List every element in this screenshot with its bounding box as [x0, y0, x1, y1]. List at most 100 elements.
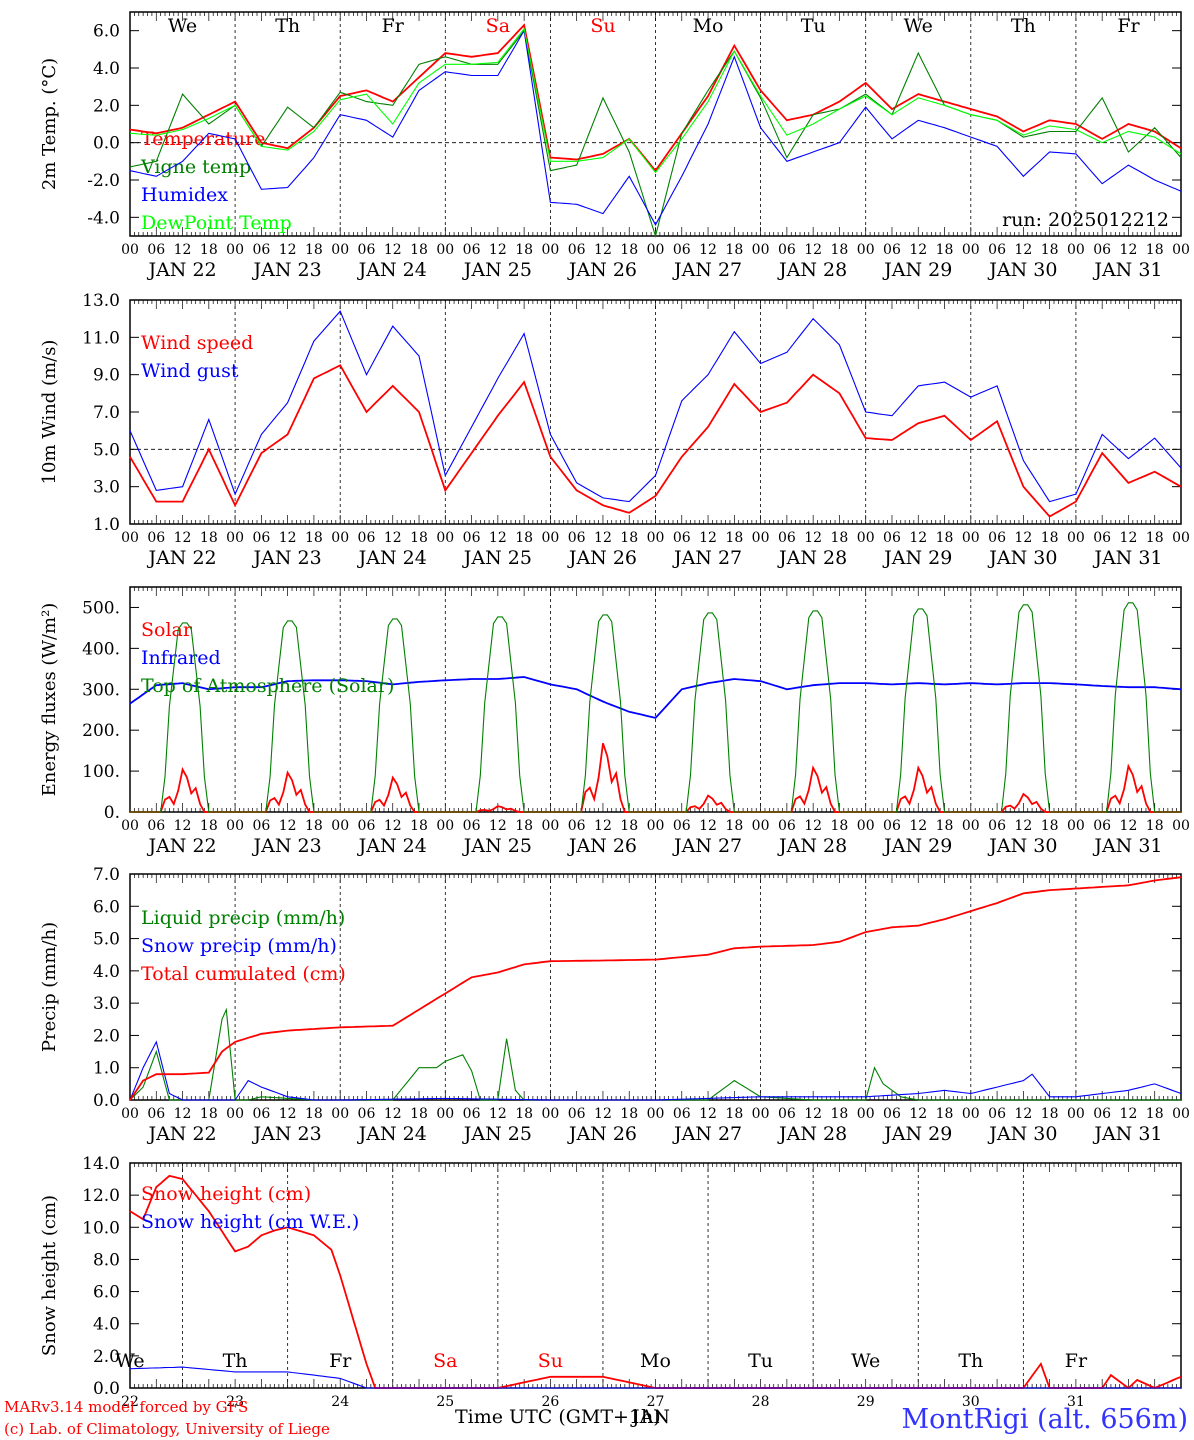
x-hour-label: 18	[725, 242, 743, 258]
x-hour-label: 00	[121, 818, 139, 834]
x-hour-label: 00	[121, 530, 139, 546]
series-line-dewpoint-temp	[129, 27, 1182, 174]
legend-entry: DewPoint Temp	[141, 212, 292, 234]
x-hour-label: 06	[568, 530, 586, 546]
x-hour-label: 06	[778, 242, 796, 258]
x-date-label: JAN 23	[252, 1123, 322, 1145]
x-hour-label: 18	[410, 530, 428, 546]
x-hour-label: 18	[200, 530, 218, 546]
x-hour-label: 18	[725, 1106, 743, 1122]
series-line-humidex	[129, 29, 1182, 226]
x-hour-label: 06	[988, 242, 1006, 258]
y-tick-label: 500.	[82, 598, 120, 618]
day-name-label: Sa	[486, 15, 510, 37]
x-hour-label: 12	[1120, 530, 1138, 546]
x-hour-label: 18	[936, 818, 954, 834]
y-tick-label: 100.	[82, 762, 120, 782]
x-date-label: JAN 29	[882, 1123, 952, 1145]
x-hour-label: 06	[252, 1106, 270, 1122]
x-hour-label: 12	[174, 242, 192, 258]
x-hour-label: 18	[1041, 530, 1059, 546]
x-date-label: JAN 24	[357, 259, 427, 281]
x-hour-label: 12	[909, 818, 927, 834]
x-hour-label: 18	[1041, 242, 1059, 258]
day-name-label: We	[168, 15, 197, 37]
x-date-label: JAN 31	[1092, 547, 1162, 569]
x-hour-label: 00	[1067, 242, 1085, 258]
y-tick-label: 1.0	[93, 1059, 120, 1079]
x-hour-label: 18	[1041, 818, 1059, 834]
series-line-wind-gust	[129, 310, 1182, 503]
x-hour-label: 12	[489, 242, 507, 258]
x-hour-label: 00	[121, 1106, 139, 1122]
x-hour-label: 18	[410, 1106, 428, 1122]
station-label: MontRigi (alt. 656m)	[901, 1404, 1188, 1435]
x-day-number: 22	[121, 1394, 139, 1410]
x-day-number: 26	[541, 1394, 559, 1410]
x-hour-label: 06	[568, 242, 586, 258]
legend-entry: Vigne temp	[140, 156, 251, 178]
series-line-infrared	[129, 676, 1182, 719]
x-date-label: JAN 27	[672, 259, 742, 281]
x-date-label: JAN 29	[882, 547, 952, 569]
x-hour-label: 18	[725, 818, 743, 834]
y-tick-label: 9.0	[93, 366, 120, 386]
y-tick-label: 2.0	[93, 1026, 120, 1046]
x-hour-label: 12	[174, 1106, 192, 1122]
x-hour-label: 00	[226, 818, 244, 834]
day-name-label: Fr	[329, 1350, 352, 1372]
legend-entry: Top of Atmosphere (Solar)	[141, 675, 394, 697]
x-hour-label: 18	[1146, 1106, 1164, 1122]
panel-4: 7.0 6.0 5.0 4.0 3.0 2.0 1.0 0.0 Precip (mm/h) 00 0…	[39, 865, 1190, 1145]
x-hour-label: 06	[778, 1106, 796, 1122]
time-axis-label: Time UTC (GMT+1h)	[455, 1406, 661, 1428]
x-hour-label: 12	[279, 530, 297, 546]
day-name-label: Tu	[801, 15, 826, 37]
x-date-label: JAN 31	[1092, 835, 1162, 857]
x-hour-label: 00	[647, 818, 665, 834]
x-hour-label: 18	[936, 530, 954, 546]
x-hour-label: 06	[568, 1106, 586, 1122]
day-name-label: Th	[1011, 15, 1036, 37]
x-hour-label: 12	[1014, 242, 1032, 258]
series-line-wind-speed	[129, 364, 1182, 518]
x-hour-label: 00	[541, 1106, 559, 1122]
x-hour-label: 00	[1172, 242, 1190, 258]
x-hour-label: 00	[331, 530, 349, 546]
x-hour-label: 00	[857, 818, 875, 834]
x-hour-label: 12	[699, 242, 717, 258]
x-hour-label: 00	[226, 242, 244, 258]
x-date-label: JAN 25	[462, 547, 532, 569]
day-name-label: Mo	[693, 15, 724, 37]
x-hour-label: 12	[804, 242, 822, 258]
day-name-label: Fr	[382, 15, 405, 37]
x-date-label: JAN 30	[987, 835, 1057, 857]
legend-entry: Humidex	[141, 184, 228, 206]
x-hour-label: 12	[1120, 818, 1138, 834]
x-hour-label: 00	[436, 530, 454, 546]
x-day-number: 29	[857, 1394, 875, 1410]
day-name-label: Mo	[640, 1350, 671, 1372]
x-hour-label: 12	[1014, 818, 1032, 834]
x-hour-label: 06	[673, 530, 691, 546]
day-name-label: Th	[958, 1350, 983, 1372]
series-line-snow-height-cm-w-e-	[129, 1366, 1181, 1389]
x-date-label: JAN 24	[357, 835, 427, 857]
x-hour-label: 18	[515, 242, 533, 258]
x-hour-label: 18	[1146, 818, 1164, 834]
y-tick-label: 10.0	[82, 1218, 120, 1238]
x-date-label: JAN 28	[777, 1123, 847, 1145]
x-day-number: 30	[962, 1394, 980, 1410]
x-hour-label: 12	[1120, 1106, 1138, 1122]
day-name-label: Sa	[433, 1350, 457, 1372]
x-hour-label: 00	[436, 1106, 454, 1122]
x-hour-label: 00	[226, 1106, 244, 1122]
x-hour-label: 12	[804, 818, 822, 834]
x-hour-label: 00	[541, 242, 559, 258]
x-hour-label: 18	[200, 818, 218, 834]
x-hour-label: 06	[147, 242, 165, 258]
y-axis-label: Precip (mm/h)	[39, 922, 60, 1052]
y-tick-label: 400.	[82, 639, 120, 659]
x-hour-label: 18	[936, 242, 954, 258]
x-hour-label: 12	[699, 1106, 717, 1122]
